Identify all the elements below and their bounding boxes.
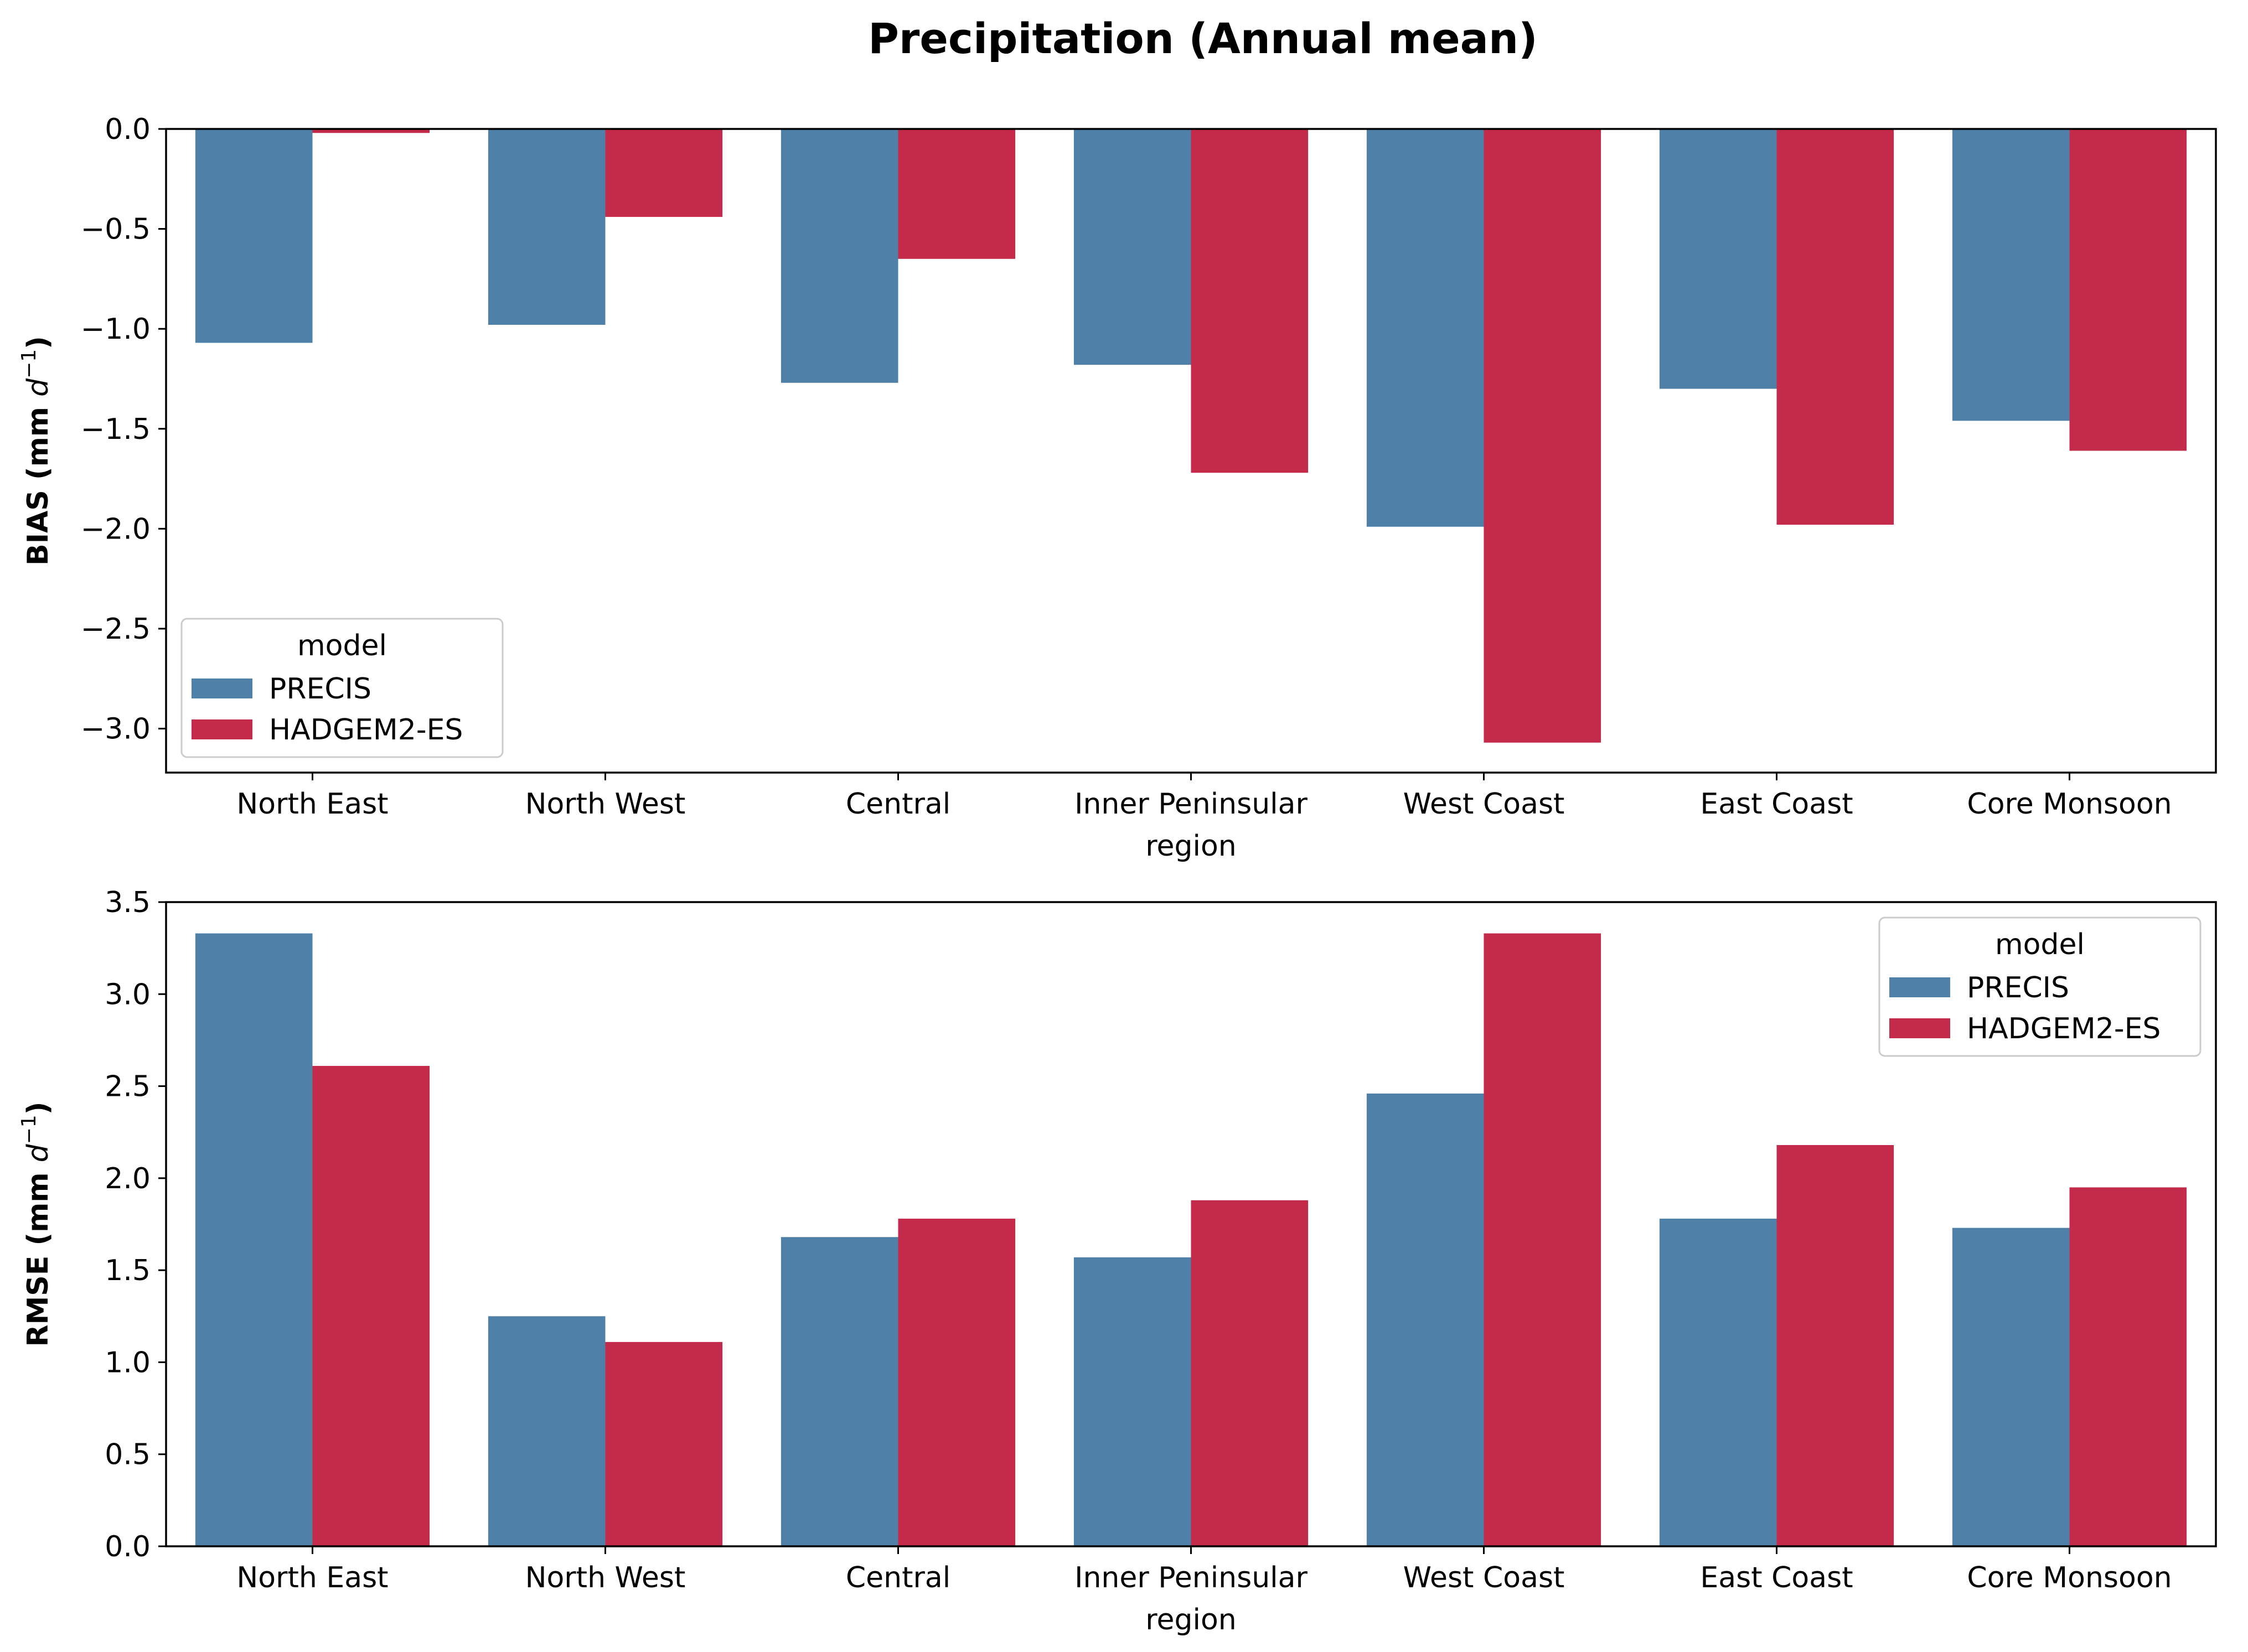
rmse-y-tick-label: 1.0 (105, 1346, 151, 1379)
rmse-y-axis-label-main: RMSE (mm (22, 1162, 55, 1347)
bias-legend-label-precis: PRECIS (269, 672, 371, 706)
bias-y-tick-label: −3.0 (81, 713, 151, 746)
rmse-bar-hadgem2-es-north-west (605, 1342, 723, 1546)
rmse-bar-hadgem2-es-core-monsoon (2069, 1187, 2187, 1546)
bias-y-axis-label-unit: d (22, 378, 55, 397)
rmse-legend-title: model (1995, 928, 2085, 961)
rmse-bar-precis-inner-peninsular (1073, 1257, 1191, 1546)
bias-y-tick-label: 0.0 (105, 113, 151, 146)
bias-bar-precis-north-west (488, 129, 606, 325)
rmse-y-axis-label-close: ) (22, 1102, 55, 1115)
rmse-x-tick-label: Core Monsoon (1967, 1561, 2172, 1594)
rmse-bar-precis-east-coast (1659, 1219, 1777, 1546)
rmse-bar-precis-north-west (488, 1316, 606, 1546)
rmse-legend-swatch-precis (1889, 977, 1950, 997)
rmse-legend-swatch-hadgem2-es (1889, 1018, 1950, 1038)
rmse-y-tick-label: 3.5 (105, 886, 151, 919)
rmse-y-axis-label-exp: −1 (18, 1115, 40, 1144)
bias-bar-hadgem2-es-north-east (312, 129, 430, 133)
rmse-x-tick-label: North East (236, 1561, 388, 1594)
rmse-bar-hadgem2-es-north-east (312, 1065, 430, 1546)
bias-x-tick-label: Inner Peninsular (1074, 788, 1308, 821)
bias-x-tick-label: North West (525, 788, 686, 821)
rmse-y-axis-label: RMSE (mm d−1) (18, 1102, 55, 1347)
bias-legend-swatch-hadgem2-es (192, 719, 252, 739)
rmse-bar-precis-core-monsoon (1952, 1228, 2070, 1546)
bias-y-axis: 0.0 −0.5 −1.0 −1.5 −2.0 −2.5 −3.0 (81, 113, 166, 746)
bias-bar-hadgem2-es-east-coast (1776, 129, 1894, 525)
rmse-bar-precis-west-coast (1366, 1093, 1484, 1546)
rmse-y-tick-label: 3.0 (105, 978, 151, 1011)
bias-bar-hadgem2-es-inner-peninsular (1191, 129, 1309, 473)
rmse-x-tick-label: West Coast (1403, 1561, 1565, 1594)
bias-bar-precis-east-coast (1659, 129, 1777, 389)
rmse-legend-label-precis: PRECIS (1967, 971, 2069, 1004)
rmse-y-tick-label: 0.5 (105, 1438, 151, 1472)
rmse-x-axis-label: region (1145, 1603, 1236, 1637)
rmse-x-axis: North East North West Central Inner Peninsu… (236, 1546, 2172, 1594)
rmse-y-tick-label: 1.5 (105, 1254, 151, 1287)
rmse-y-axis-label-unit: d (22, 1143, 55, 1162)
rmse-y-tick-label: 0.0 (105, 1530, 151, 1563)
bias-bar-hadgem2-es-north-west (605, 129, 723, 217)
rmse-panel: 0.00.51.01.52.02.53.03.5 North East North… (18, 886, 2217, 1637)
bias-x-tick-label: North East (236, 788, 388, 821)
bias-y-axis-label-exp: −1 (18, 349, 40, 379)
bias-bar-hadgem2-es-core-monsoon (2069, 129, 2187, 451)
rmse-legend-label-hadgem2-es: HADGEM2-ES (1967, 1012, 2161, 1045)
bias-y-axis-label-close: ) (22, 336, 55, 349)
bias-bar-precis-north-east (195, 129, 313, 343)
bias-y-axis-label: BIAS (mm d−1) (18, 336, 55, 566)
bias-legend-title: model (297, 629, 387, 662)
bias-legend-swatch-precis (192, 679, 252, 698)
bias-x-axis-label: region (1145, 830, 1236, 863)
bias-legend: model PRECIS HADGEM2-ES (180, 618, 504, 758)
bias-x-tick-label: Core Monsoon (1967, 788, 2172, 821)
rmse-x-tick-label: Inner Peninsular (1074, 1561, 1308, 1594)
bias-panel: 0.0−0.5−1.0−1.5−2.0−2.5−3.0 North East No… (18, 113, 2217, 863)
bias-legend-box (180, 618, 504, 758)
figure-title: Precipitation (Annual mean) (868, 14, 1538, 63)
bias-bar-precis-central (781, 129, 898, 383)
rmse-x-tick-label: North West (525, 1561, 686, 1594)
bias-bar-hadgem2-es-central (898, 129, 1016, 259)
bias-x-axis: North East North West Central Inner Peninsu… (236, 773, 2172, 821)
bias-x-tick-label: East Coast (1700, 788, 1853, 821)
rmse-x-tick-label: East Coast (1700, 1561, 1853, 1594)
rmse-legend: model PRECIS HADGEM2-ES (1878, 916, 2202, 1057)
rmse-bar-hadgem2-es-central (898, 1219, 1016, 1546)
bias-y-tick-label: −0.5 (81, 213, 151, 246)
rmse-y-axis: 0.0 0.5 1.0 1.5 2.0 2.5 3.0 3.5 (105, 886, 166, 1563)
rmse-bar-hadgem2-es-east-coast (1776, 1145, 1894, 1546)
rmse-y-tick-label: 2.5 (105, 1070, 151, 1104)
rmse-bar-precis-central (781, 1237, 898, 1546)
bias-y-tick-label: −1.5 (81, 413, 151, 446)
bias-bar-precis-west-coast (1366, 129, 1484, 527)
rmse-x-tick-label: Central (846, 1561, 950, 1594)
rmse-bar-precis-north-east (195, 933, 313, 1546)
rmse-bar-hadgem2-es-west-coast (1484, 933, 1601, 1546)
rmse-bars (195, 933, 2187, 1546)
bias-y-tick-label: −2.5 (81, 613, 151, 646)
bias-y-axis-label-main: BIAS (mm (22, 397, 55, 566)
bias-x-tick-label: Central (846, 788, 950, 821)
bias-legend-label-hadgem2-es: HADGEM2-ES (269, 713, 463, 747)
bias-bar-precis-inner-peninsular (1073, 129, 1191, 365)
rmse-y-tick-label: 2.0 (105, 1162, 151, 1195)
bias-y-tick-label: −2.0 (81, 512, 151, 546)
rmse-legend-box (1878, 916, 2202, 1057)
bias-bars (195, 129, 2187, 743)
bias-y-tick-label: −1.0 (81, 313, 151, 346)
rmse-bar-hadgem2-es-inner-peninsular (1191, 1200, 1309, 1546)
bias-bar-precis-core-monsoon (1952, 129, 2070, 421)
bias-bar-hadgem2-es-west-coast (1484, 129, 1601, 743)
bias-x-tick-label: West Coast (1403, 788, 1565, 821)
